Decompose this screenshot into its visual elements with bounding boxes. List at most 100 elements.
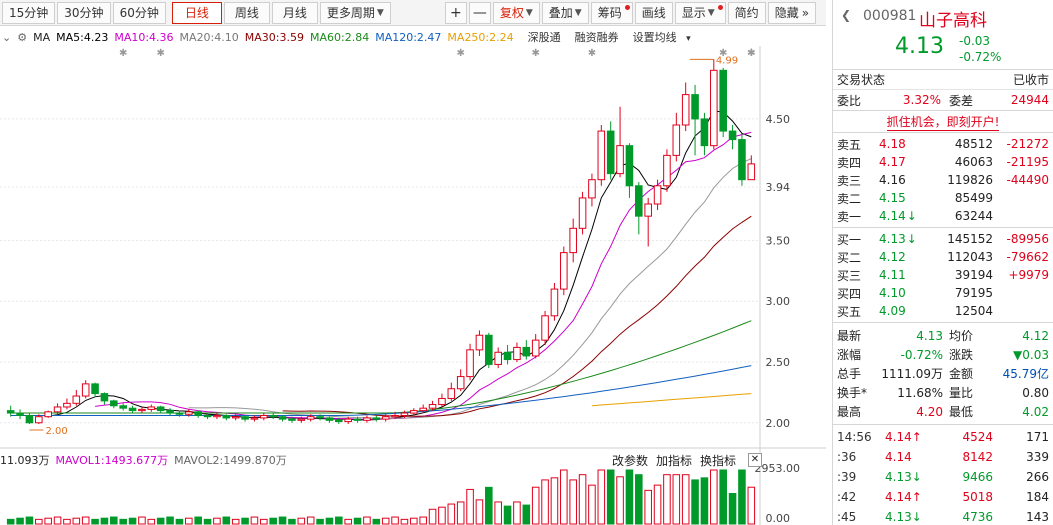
- period-15min[interactable]: 15分钟: [2, 1, 56, 24]
- ask-row[interactable]: 卖三 4.16 119826 -44490: [833, 171, 1053, 189]
- volume-bar: [231, 518, 240, 525]
- candle-body: [644, 203, 652, 217]
- simple-mode-button[interactable]: 简约: [727, 1, 766, 24]
- ma5-value: MA5:4.23: [56, 30, 109, 44]
- tick-count: 143: [1026, 510, 1049, 524]
- bid-row[interactable]: 买四 4.10 79195: [833, 284, 1053, 302]
- volume-bar: [606, 469, 615, 525]
- period-more-dropdown[interactable]: 更多周期 ▼: [319, 1, 391, 24]
- candle-body: [522, 346, 531, 357]
- candle-body: [578, 197, 587, 229]
- ask-row[interactable]: 卖二 4.15 85499: [833, 189, 1053, 207]
- tick-volume: 8142: [962, 450, 993, 464]
- volume-bar: [738, 469, 746, 525]
- ma-settings-dropdown[interactable]: 设置均线 ▾: [633, 29, 697, 45]
- candle-body: [541, 315, 549, 341]
- candle-body: [410, 410, 418, 414]
- price-change: -0.03: [959, 34, 991, 48]
- candle-body: [156, 406, 165, 412]
- zoom-in-button[interactable]: +: [444, 1, 467, 24]
- weibi-value: 3.32%: [902, 93, 941, 107]
- candle-body: [560, 252, 568, 290]
- promo-link[interactable]: 抓住机会，即刻开户!: [886, 114, 1000, 131]
- ask-book: 卖五 4.18 48512 -21272 卖四 4.17 46063 -21195 卖三 4.16…: [833, 133, 1053, 228]
- hk-connect-link[interactable]: 深股通: [527, 31, 561, 44]
- candle-body: [53, 406, 62, 413]
- candle-body: [663, 154, 671, 187]
- ask-row[interactable]: 卖一 4.14 ↓ 63244: [833, 207, 1053, 225]
- chevron-down-icon: ▼: [525, 7, 533, 18]
- period-monthly[interactable]: 月线: [271, 1, 318, 24]
- bid-row[interactable]: 买二 4.12 112043 -79662: [833, 248, 1053, 266]
- volume-axis-top: 2953.00: [755, 462, 801, 475]
- bid-volume: 112043: [947, 250, 993, 264]
- ask-row[interactable]: 卖四 4.17 46063 -21195: [833, 153, 1053, 171]
- volume-bar: [138, 516, 146, 525]
- price-axis-label: 3.50: [766, 234, 791, 247]
- bid-label: 买四: [837, 286, 862, 301]
- volume-bar: [447, 503, 456, 525]
- volume-bar: [297, 517, 306, 525]
- candle-body: [325, 417, 334, 421]
- chevron-left-icon[interactable]: ❮: [841, 8, 852, 22]
- chevron-down-icon[interactable]: ⌄: [2, 30, 12, 44]
- ask-delta: -21195: [1006, 155, 1049, 169]
- chip-label: 筹码: [597, 6, 622, 20]
- weicha-label: 委差: [949, 93, 974, 108]
- volume-bar: [110, 516, 118, 525]
- candle-body: [616, 145, 624, 175]
- candle-body: [316, 416, 324, 419]
- overlay-dropdown[interactable]: 叠加 ▼: [541, 1, 589, 24]
- tick-count: 171: [1026, 430, 1049, 444]
- stat-value: 45.79亿: [1002, 367, 1049, 381]
- bid-price: 4.13 ↓: [879, 232, 929, 246]
- promo-banner[interactable]: 抓住机会，即刻开户!: [833, 111, 1053, 133]
- volume-bar: [194, 516, 202, 525]
- change-indicator-button[interactable]: 换指标: [699, 454, 736, 468]
- volume-bar: [494, 501, 502, 525]
- volume-bar: [260, 518, 268, 525]
- candle-body: [250, 417, 259, 420]
- stats-row: 最高 4.20 最低 4.02: [833, 402, 1053, 421]
- gear-icon[interactable]: ⚙: [17, 30, 28, 44]
- candle-body: [344, 418, 352, 423]
- draw-line-button[interactable]: 画线: [634, 1, 673, 24]
- volume-bar: [278, 516, 287, 525]
- kline-svg[interactable]: 4.503.943.503.002.502.004.992.00✱ ✱ ✱ ✱ ✱ ✱ ✱✱…: [0, 46, 826, 525]
- add-indicator-button[interactable]: 加指标: [655, 454, 692, 468]
- chevron-down-icon: ▼: [707, 7, 715, 18]
- bid-price: 4.11: [879, 268, 929, 282]
- close-icon[interactable]: ✕: [748, 453, 762, 467]
- volume-bar: [25, 516, 34, 525]
- zoom-out-button[interactable]: —: [468, 1, 491, 24]
- period-30min[interactable]: 30分钟: [57, 1, 111, 24]
- period-60min[interactable]: 60分钟: [112, 1, 166, 24]
- hide-button[interactable]: 隐藏»: [767, 1, 817, 24]
- period-daily[interactable]: 日线: [171, 1, 222, 24]
- bid-row[interactable]: 买一 4.13 ↓ 145152 -89956: [833, 230, 1053, 248]
- edit-params-button[interactable]: 改参数: [611, 454, 648, 468]
- volume-bar: [166, 516, 174, 525]
- tick-price-value: 4.14: [885, 450, 912, 464]
- ask-price: 4.14 ↓: [879, 209, 929, 223]
- bid-row[interactable]: 买三 4.11 39194 +9979: [833, 266, 1053, 284]
- arrow-icon: ↓: [911, 470, 922, 484]
- ask-row[interactable]: 卖五 4.18 48512 -21272: [833, 135, 1053, 153]
- display-dropdown[interactable]: 显示 ▼: [674, 1, 726, 24]
- ask-volume: 48512: [954, 137, 993, 151]
- candle-body: [81, 383, 90, 397]
- candle-body: [391, 414, 399, 418]
- candle-body: [550, 288, 559, 317]
- candle-body: [710, 69, 718, 147]
- event-marker-icon: ✱: [747, 48, 755, 59]
- double-chevron-right-icon: »: [801, 5, 810, 20]
- period-weekly[interactable]: 周线: [223, 1, 270, 24]
- candle-body: [700, 118, 709, 147]
- fuquan-dropdown[interactable]: 复权 ▼: [492, 1, 540, 24]
- volume-bar: [156, 517, 165, 525]
- margin-trading-link[interactable]: 融资融券: [574, 31, 619, 44]
- kline-chart[interactable]: 4.50 3.94 3.50 3.00 2.50 2.00 4.99 2.00 ✱ ✱ ✱ ✱ ✱ ✱ ✱ ✱…: [0, 46, 826, 525]
- tick-time: :45: [837, 510, 857, 524]
- bid-row[interactable]: 买五 4.09 12504: [833, 302, 1053, 320]
- chip-button[interactable]: 筹码: [590, 1, 633, 24]
